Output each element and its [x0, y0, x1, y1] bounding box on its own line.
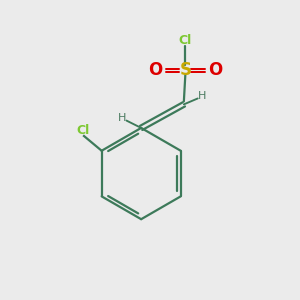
Text: H: H — [198, 91, 206, 100]
Text: O: O — [208, 61, 223, 80]
Text: H: H — [118, 112, 126, 123]
Text: Cl: Cl — [76, 124, 89, 137]
Text: Cl: Cl — [179, 34, 192, 47]
Text: O: O — [148, 61, 162, 80]
Text: S: S — [179, 61, 191, 80]
